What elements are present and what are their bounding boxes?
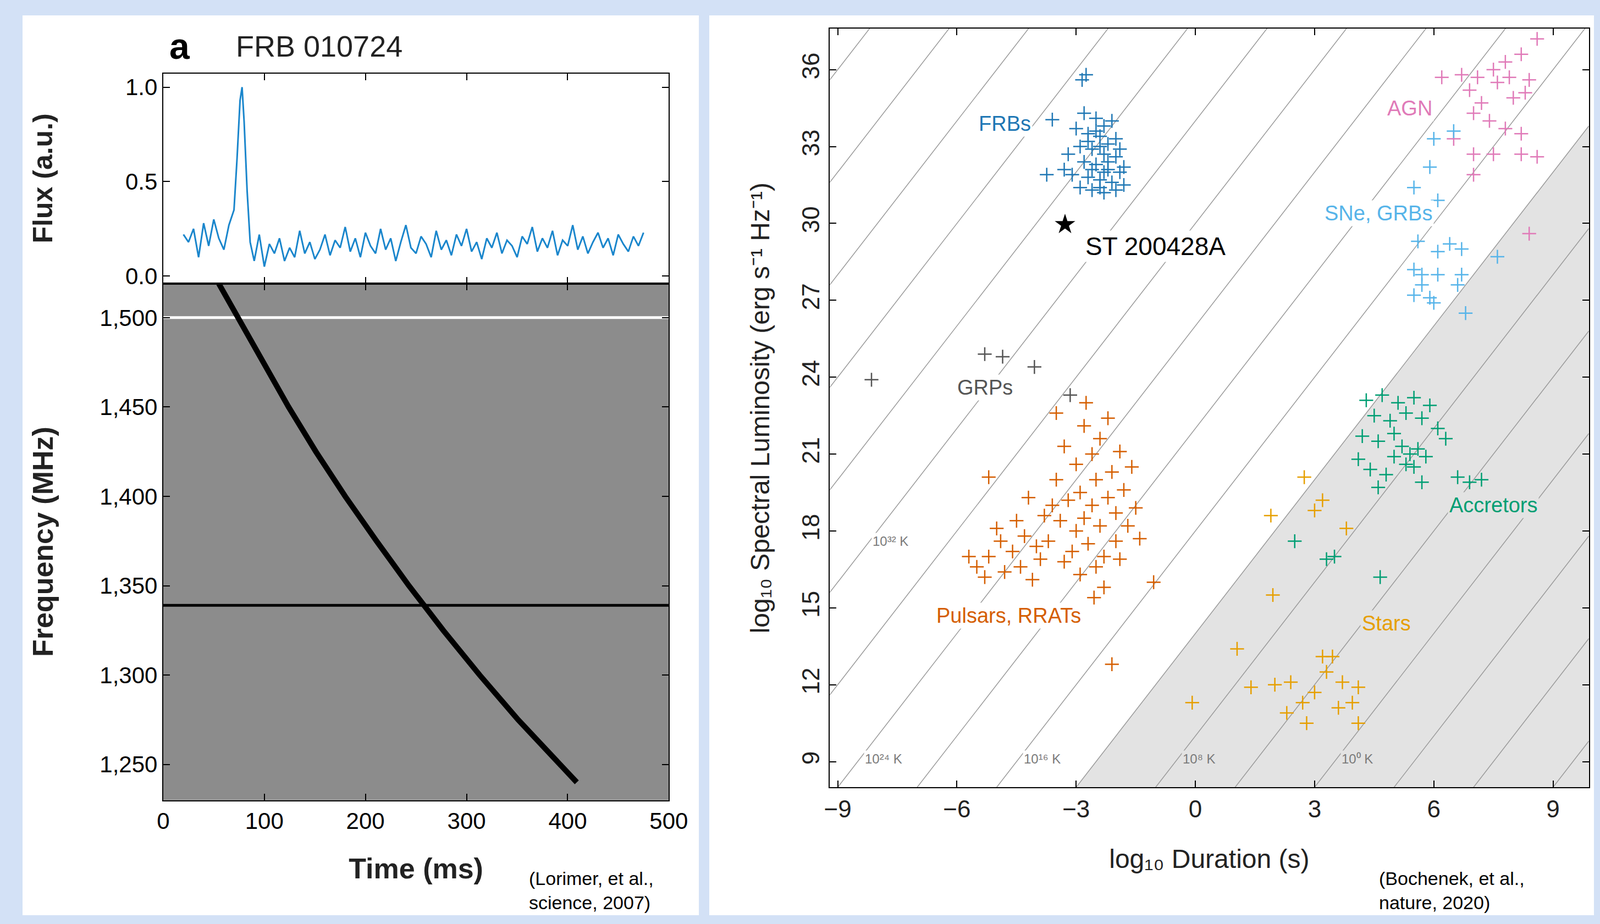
svg-text:1,500: 1,500 [99, 305, 158, 331]
svg-text:1,400: 1,400 [99, 483, 158, 510]
svg-text:1,250: 1,250 [99, 751, 158, 778]
svg-text:27: 27 [797, 283, 825, 311]
svg-text:1,300: 1,300 [99, 662, 158, 689]
svg-text:Time (ms): Time (ms) [348, 852, 484, 885]
svg-text:a: a [169, 25, 191, 67]
svg-text:Accretors: Accretors [1449, 493, 1538, 517]
svg-text:−9: −9 [824, 795, 852, 823]
svg-text:1.0: 1.0 [125, 74, 158, 101]
svg-text:FRBs: FRBs [978, 112, 1031, 136]
svg-text:6: 6 [1427, 795, 1441, 823]
svg-text:Flux (a.u.): Flux (a.u.) [27, 113, 59, 244]
svg-text:(Bochenek, et al.,nature, 2020: (Bochenek, et al.,nature, 2020) [1378, 868, 1525, 914]
svg-text:GRPs: GRPs [957, 376, 1013, 400]
svg-text:500: 500 [649, 808, 688, 835]
svg-text:Stars: Stars [1361, 611, 1411, 636]
svg-text:−6: −6 [942, 795, 971, 823]
svg-text:10²⁴ K: 10²⁴ K [864, 751, 903, 767]
svg-text:24: 24 [797, 360, 825, 388]
svg-text:(Lorimer, et al.,science, 2007: (Lorimer, et al.,science, 2007) [528, 868, 654, 914]
svg-text:Pulsars, RRATs: Pulsars, RRATs [936, 604, 1081, 628]
svg-text:12: 12 [797, 668, 825, 695]
svg-text:1,450: 1,450 [99, 394, 158, 421]
svg-text:36: 36 [797, 52, 825, 80]
svg-text:21: 21 [797, 437, 825, 465]
svg-text:10⁸ K: 10⁸ K [1182, 751, 1216, 767]
svg-text:9: 9 [797, 751, 825, 765]
svg-text:−3: −3 [1062, 795, 1090, 823]
svg-text:1,350: 1,350 [99, 572, 158, 599]
svg-text:log₁₀ Spectral Luminosity (erg: log₁₀ Spectral Luminosity (erg s⁻¹ Hz⁻¹) [745, 182, 775, 634]
svg-text:0.5: 0.5 [125, 168, 158, 195]
svg-text:15: 15 [797, 591, 825, 619]
svg-text:Frequency (MHz): Frequency (MHz) [26, 426, 59, 658]
svg-text:10³² K: 10³² K [872, 533, 909, 549]
svg-text:AGN: AGN [1387, 96, 1433, 120]
svg-text:400: 400 [548, 808, 587, 835]
svg-text:18: 18 [797, 514, 825, 542]
svg-text:30: 30 [797, 206, 825, 234]
svg-text:10⁰ K: 10⁰ K [1341, 751, 1373, 767]
svg-text:200: 200 [346, 808, 385, 835]
svg-text:9: 9 [1546, 795, 1560, 823]
svg-text:33: 33 [797, 129, 825, 157]
svg-text:3: 3 [1308, 795, 1322, 823]
svg-text:100: 100 [245, 808, 284, 835]
svg-text:FRB 010724: FRB 010724 [235, 29, 403, 63]
svg-text:0: 0 [1188, 795, 1202, 823]
svg-text:ST 200428A: ST 200428A [1085, 232, 1226, 261]
svg-text:0.0: 0.0 [125, 263, 158, 290]
svg-text:300: 300 [447, 808, 487, 835]
svg-text:0: 0 [156, 808, 170, 835]
svg-text:SNe, GRBs: SNe, GRBs [1324, 201, 1433, 225]
svg-text:10¹⁶ K: 10¹⁶ K [1023, 751, 1061, 767]
svg-text:log₁₀ Duration (s): log₁₀ Duration (s) [1109, 844, 1310, 874]
